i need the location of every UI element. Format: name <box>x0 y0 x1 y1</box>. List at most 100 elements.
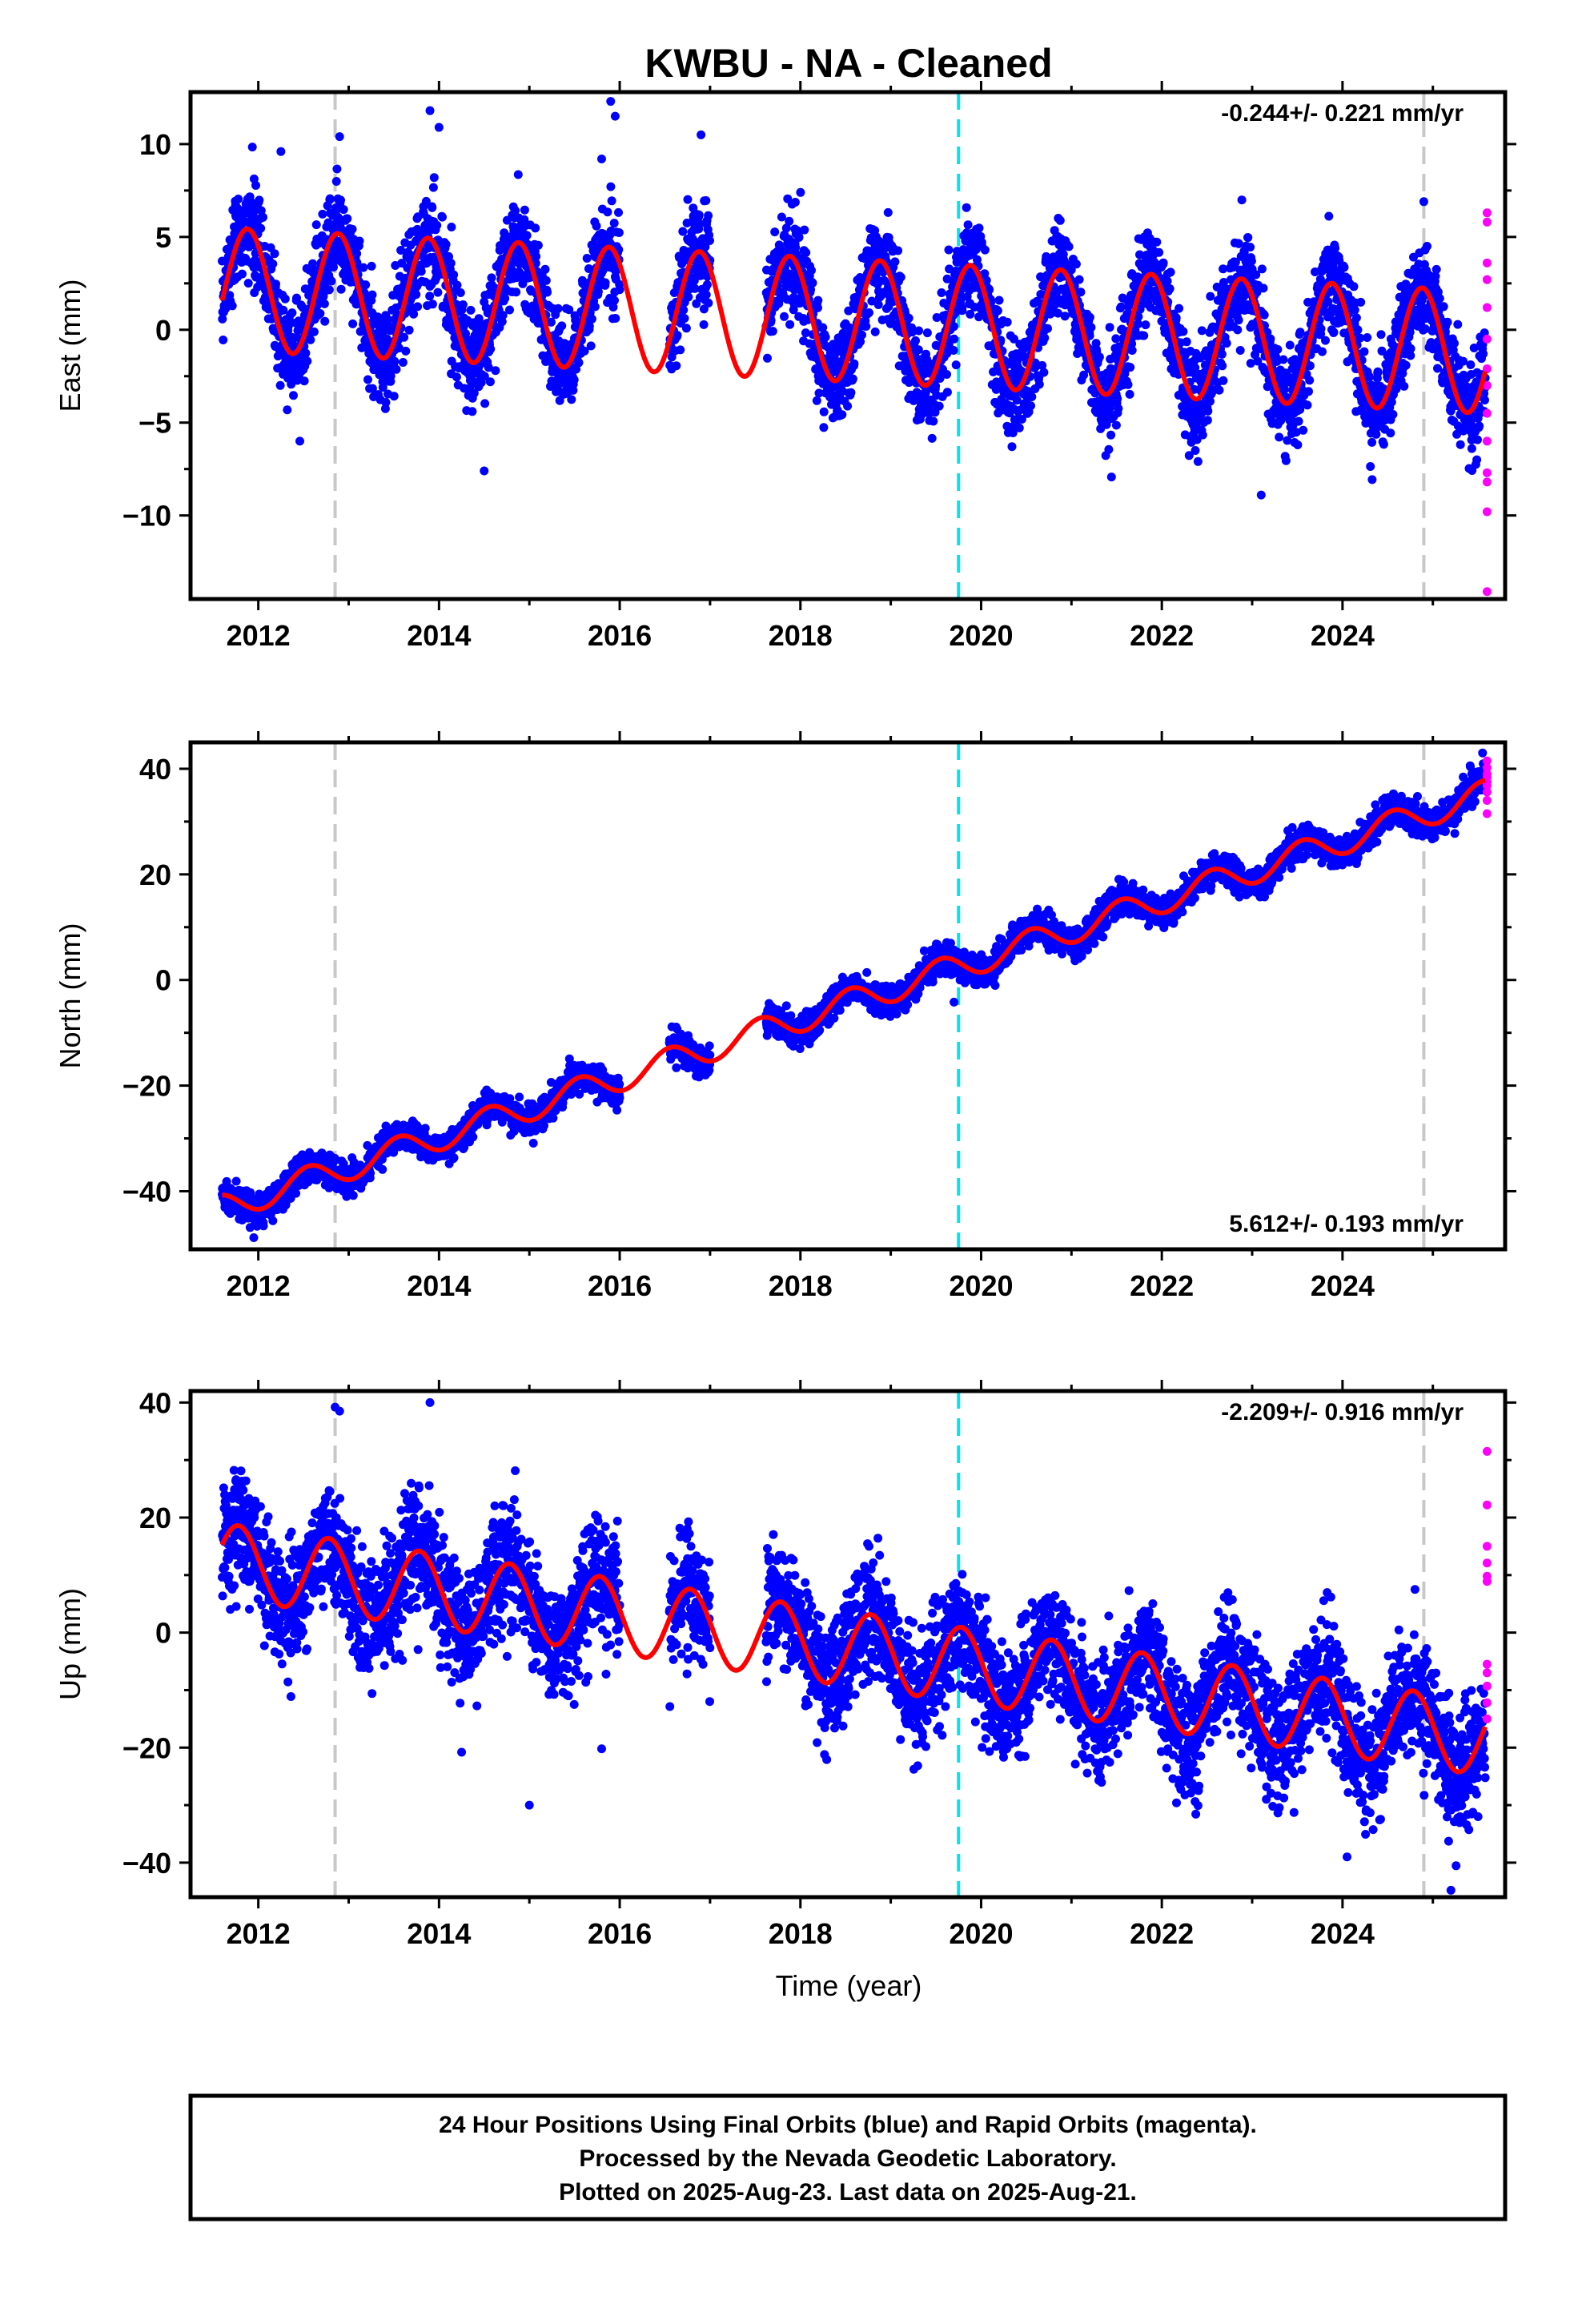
position-point <box>812 396 821 405</box>
position-point <box>429 173 439 183</box>
position-point <box>770 227 780 237</box>
position-point <box>1174 304 1184 313</box>
position-point <box>247 143 257 152</box>
position-point <box>1450 339 1459 348</box>
position-point <box>678 227 688 236</box>
position-point <box>1203 406 1213 416</box>
position-point <box>934 401 944 411</box>
position-point <box>672 361 681 371</box>
position-point <box>600 278 610 287</box>
position-point <box>684 292 693 302</box>
position-point <box>610 296 619 305</box>
position-point <box>497 317 507 327</box>
position-point <box>324 285 334 295</box>
position-point <box>966 309 975 319</box>
position-point <box>256 206 266 215</box>
position-point <box>913 345 923 355</box>
position-point <box>1321 336 1330 345</box>
position-point <box>505 305 514 315</box>
position-point <box>480 372 489 381</box>
position-point <box>929 416 938 426</box>
position-point <box>311 220 321 230</box>
x-tick-label: 2014 <box>407 619 471 652</box>
position-point <box>985 285 994 295</box>
position-point <box>699 320 709 329</box>
position-point <box>1166 267 1175 277</box>
position-point <box>980 245 990 255</box>
position-point <box>1299 425 1308 435</box>
position-point <box>615 285 624 295</box>
position-point <box>1453 320 1463 329</box>
position-point <box>438 212 447 222</box>
position-point <box>474 314 484 324</box>
position-point <box>428 203 437 212</box>
position-point <box>856 337 865 347</box>
position-point <box>531 223 540 233</box>
position-point <box>320 316 330 326</box>
position-point <box>564 305 574 315</box>
rapid-orbit-point <box>1482 408 1492 418</box>
position-point <box>315 309 325 318</box>
position-point <box>425 292 435 301</box>
position-point <box>857 330 866 340</box>
position-point <box>1191 446 1200 455</box>
position-point <box>1235 346 1245 355</box>
position-point <box>768 327 777 336</box>
position-point <box>592 221 601 231</box>
position-point <box>287 308 297 318</box>
position-point <box>844 306 853 316</box>
position-point <box>608 303 618 312</box>
position-point <box>390 356 400 366</box>
position-point <box>702 280 712 289</box>
position-point <box>781 223 791 233</box>
position-point <box>428 300 437 309</box>
rapid-orbit-point <box>1482 468 1492 477</box>
position-point <box>396 246 406 255</box>
position-point <box>1473 435 1482 444</box>
position-point <box>1351 313 1361 323</box>
position-point <box>1043 324 1052 333</box>
position-point <box>1127 346 1137 355</box>
position-point <box>309 327 319 336</box>
y-tick-label: 10 <box>139 128 171 161</box>
position-point <box>318 209 327 219</box>
position-point <box>1406 344 1415 353</box>
position-point <box>982 275 991 285</box>
position-point <box>560 339 569 348</box>
position-point <box>557 321 567 331</box>
position-point <box>1234 316 1243 325</box>
position-point <box>818 323 828 332</box>
outlier-point <box>434 123 444 132</box>
position-point <box>904 313 913 323</box>
position-point <box>1094 352 1104 362</box>
position-point <box>332 164 342 174</box>
position-point <box>251 181 260 190</box>
position-point <box>303 356 312 366</box>
position-point <box>1105 323 1114 332</box>
position-point <box>607 196 616 206</box>
position-point <box>780 312 789 321</box>
position-point <box>1113 394 1122 404</box>
position-point <box>1339 263 1349 272</box>
position-point <box>541 275 551 285</box>
position-point <box>394 344 404 353</box>
data-layer <box>218 92 1492 599</box>
position-point <box>1386 428 1395 438</box>
position-point <box>1027 392 1037 401</box>
position-point <box>801 328 810 338</box>
position-point <box>441 239 451 249</box>
position-point <box>1071 259 1081 269</box>
position-point <box>614 207 623 217</box>
position-point <box>400 332 409 342</box>
position-point <box>461 329 470 339</box>
position-point <box>491 366 500 376</box>
position-point <box>487 273 496 283</box>
position-point <box>808 278 817 287</box>
position-point <box>447 223 456 231</box>
rapid-orbit-point <box>1482 303 1492 312</box>
position-point <box>690 283 700 293</box>
position-point <box>584 321 594 331</box>
position-point <box>1171 313 1181 323</box>
position-point <box>1034 380 1044 389</box>
position-point <box>1014 423 1024 432</box>
